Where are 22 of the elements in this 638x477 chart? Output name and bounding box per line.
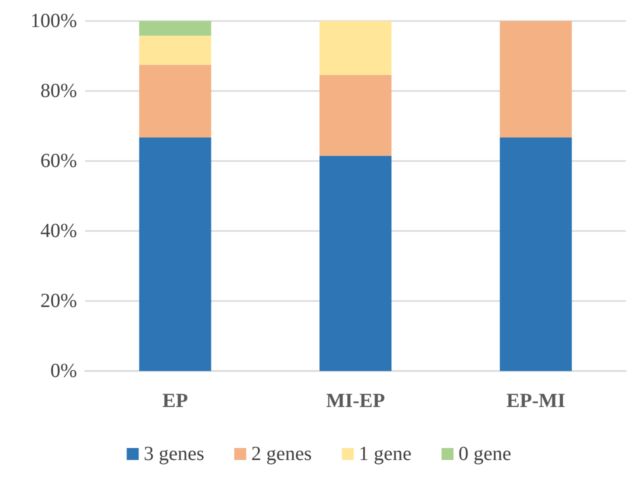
legend-label: 2 genes: [251, 443, 312, 465]
legend-label: 3 genes: [144, 443, 204, 465]
y-tick-label: 60%: [40, 150, 77, 172]
y-tick-label: 40%: [40, 220, 77, 242]
legend-label: 0 gene: [458, 443, 512, 465]
bar: [139, 64, 212, 138]
bar: [139, 21, 212, 36]
y-tick-label: 20%: [40, 290, 77, 312]
bar: [139, 138, 212, 371]
y-tick-label: 100%: [30, 10, 77, 32]
y-tick-label: 80%: [40, 80, 77, 102]
y-tick-label: 0%: [50, 360, 77, 382]
x-tick-label: EP-MI: [506, 390, 566, 412]
x-tick-label: MI-EP: [326, 390, 385, 412]
bar: [320, 74, 392, 156]
bar: [320, 21, 392, 75]
bar: [500, 21, 572, 138]
bar: [139, 36, 212, 65]
x-tick-label: EP: [162, 390, 188, 412]
bar: [320, 156, 392, 371]
legend-label: 1 gene: [358, 443, 412, 465]
bar: [500, 138, 572, 371]
